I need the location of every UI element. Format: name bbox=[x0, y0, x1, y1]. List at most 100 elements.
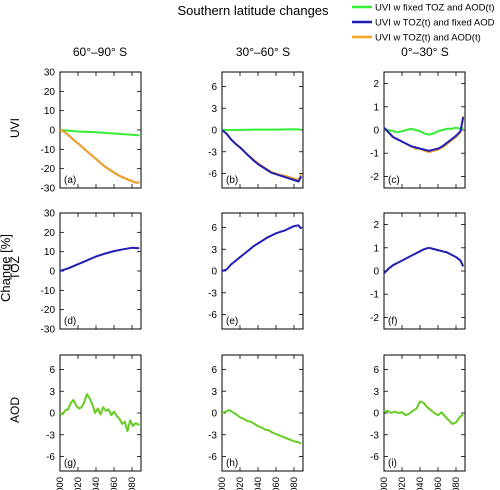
panel-label: (c) bbox=[388, 175, 400, 186]
panel-label: (d) bbox=[64, 316, 76, 327]
x-tick-label: 2020 bbox=[73, 477, 84, 490]
y-tick-label: 30 bbox=[44, 68, 56, 79]
y-tick-label: 6 bbox=[49, 365, 55, 376]
y-tick-label: 0 bbox=[211, 267, 217, 278]
legend-label-2: UVI w TOZ(t) and fixed AOD bbox=[375, 18, 495, 29]
x-tick-label: 2040 bbox=[253, 477, 264, 490]
y-tick-label: 6 bbox=[373, 365, 379, 376]
panel-b: 6 3 0 -3 -6 (b) bbox=[208, 71, 304, 189]
panel-label: (i) bbox=[388, 458, 397, 469]
series-line-aod bbox=[383, 400, 464, 425]
panel-i: 6 3 0 -3 -6 2000 2020 2040 2060 2080 (i) bbox=[370, 354, 466, 490]
panel-label: (e) bbox=[226, 316, 238, 327]
y-tick-label: 6 bbox=[211, 365, 217, 376]
y-tick-label: -3 bbox=[370, 430, 379, 441]
y-tick-label: -6 bbox=[370, 452, 379, 463]
y-tick-label: 0 bbox=[49, 409, 55, 420]
y-tick-label: 1 bbox=[373, 102, 379, 113]
plot-frame bbox=[59, 71, 142, 189]
x-tick-label: 2080 bbox=[451, 477, 462, 490]
y-tick-label: 1 bbox=[373, 243, 379, 254]
y-tick-label: 3 bbox=[373, 387, 379, 398]
legend-label-1: UVI w fixed TOZ and AOD(t) bbox=[375, 3, 495, 14]
y-tick-label: -6 bbox=[208, 169, 217, 180]
series-line-uvi-w-toz-t-and-fixed-aod bbox=[383, 117, 465, 152]
panel-f: 2 1 0 -1 -2 (f) bbox=[370, 212, 466, 330]
panel-h: 6 3 0 -3 -6 2000 2020 2040 2060 2080 (h) bbox=[208, 354, 304, 490]
y-tick-label: 3 bbox=[211, 104, 217, 115]
y-tick-label: -3 bbox=[208, 430, 217, 441]
legend-label-3: UVI w TOZ(t) and AOD(t) bbox=[375, 33, 481, 44]
y-axis-label: Change [%] bbox=[0, 234, 13, 302]
panel-d: 30 20 10 0 -10 -20 -30 (d) bbox=[41, 209, 142, 336]
series-line-uvi-w-fixed-toz-and-aod-t bbox=[383, 126, 464, 136]
y-tick-label: -10 bbox=[41, 145, 56, 156]
y-tick-label: 2 bbox=[373, 220, 379, 231]
panel-g: 6 3 0 -3 -6 2000 2020 2040 2060 2080 (g) bbox=[46, 354, 142, 490]
y-tick-label: 30 bbox=[44, 209, 56, 220]
figure-title: Southern latitude changes bbox=[177, 3, 329, 18]
series-line-uvi-w-toz-t-and-fixed-aod bbox=[221, 129, 303, 183]
series-line-toz bbox=[383, 246, 465, 274]
plot-frame bbox=[59, 212, 142, 330]
panel-e: 6 3 0 -3 -6 (e) bbox=[208, 212, 304, 330]
y-tick-label: -6 bbox=[46, 452, 55, 463]
y-tick-label: 0 bbox=[373, 409, 379, 420]
y-tick-label: 0 bbox=[373, 267, 379, 278]
y-tick-label: -20 bbox=[41, 305, 56, 316]
x-tick-label: 2000 bbox=[379, 477, 390, 490]
y-tick-label: -30 bbox=[41, 184, 56, 195]
y-tick-label: -3 bbox=[46, 430, 55, 441]
series-line-uvi-w-fixed-toz-and-aod-t bbox=[221, 128, 302, 131]
y-tick-label: 3 bbox=[49, 387, 55, 398]
y-tick-label: 20 bbox=[44, 87, 56, 98]
x-tick-label: 2080 bbox=[127, 477, 138, 490]
legend: UVI w fixed TOZ and AOD(t) UVI w TOZ(t) … bbox=[352, 3, 495, 44]
y-tick-label: -6 bbox=[208, 452, 217, 463]
y-tick-label: 6 bbox=[211, 82, 217, 93]
y-tick-label: -10 bbox=[41, 286, 56, 297]
row-label-aod: AOD bbox=[8, 397, 22, 423]
panel-label: (f) bbox=[388, 316, 397, 327]
x-tick-label: 2060 bbox=[271, 477, 282, 490]
row-label-toz: TOZ bbox=[8, 256, 22, 280]
x-tick-label: 2040 bbox=[415, 477, 426, 490]
x-tick-label: 2020 bbox=[235, 477, 246, 490]
y-tick-label: -2 bbox=[370, 313, 379, 324]
y-tick-label: 10 bbox=[44, 247, 56, 258]
panel-label: (h) bbox=[226, 458, 238, 469]
panel-c: 2 1 0 -1 -2 (c) bbox=[370, 71, 466, 189]
series-line-aod bbox=[221, 409, 302, 445]
column-title-3: 0°–30° S bbox=[401, 45, 449, 59]
y-tick-label: 0 bbox=[211, 409, 217, 420]
y-tick-label: -6 bbox=[208, 310, 217, 321]
y-tick-label: -1 bbox=[370, 290, 379, 301]
y-tick-label: 0 bbox=[211, 126, 217, 137]
x-tick-label: 2060 bbox=[433, 477, 444, 490]
y-tick-label: -3 bbox=[208, 288, 217, 299]
y-tick-label: 3 bbox=[211, 245, 217, 256]
panel-label: (b) bbox=[226, 175, 238, 186]
y-tick-label: -2 bbox=[370, 172, 379, 183]
series-line-uvi-w-toz-t-and-aod-t bbox=[59, 129, 140, 184]
x-tick-label: 2080 bbox=[289, 477, 300, 490]
y-tick-label: 3 bbox=[211, 387, 217, 398]
y-tick-label: -30 bbox=[41, 325, 56, 336]
y-tick-label: 0 bbox=[49, 267, 55, 278]
row-label-uvi: UVI bbox=[8, 118, 22, 138]
y-tick-label: 20 bbox=[44, 228, 56, 239]
column-title-2: 30°–60° S bbox=[236, 45, 290, 59]
plot-frame bbox=[221, 212, 304, 330]
plot-frame bbox=[383, 71, 466, 189]
y-tick-label: 0 bbox=[373, 126, 379, 137]
x-tick-label: 2060 bbox=[109, 477, 120, 490]
panel-a: 30 20 10 0 -10 -20 -30 (a) bbox=[41, 68, 142, 195]
x-tick-label: 2020 bbox=[397, 477, 408, 490]
y-tick-label: 2 bbox=[373, 79, 379, 90]
y-tick-label: 0 bbox=[49, 126, 55, 137]
panel-label: (g) bbox=[64, 458, 76, 469]
y-tick-label: -20 bbox=[41, 164, 56, 175]
series-line-toz bbox=[221, 224, 303, 272]
x-tick-label: 2000 bbox=[217, 477, 228, 490]
